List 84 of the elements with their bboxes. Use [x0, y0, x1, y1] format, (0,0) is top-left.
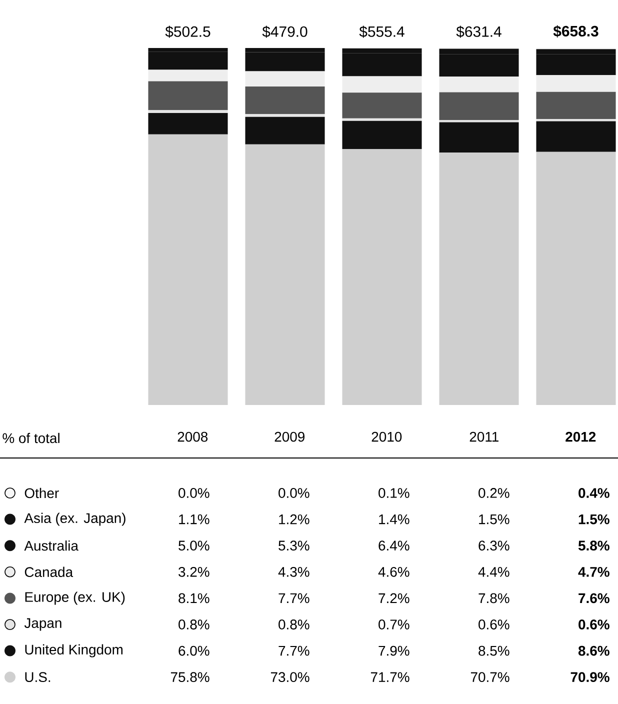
bar: [342, 120, 422, 150]
data-label: 0.6%: [578, 620, 610, 630]
bar: [245, 52, 325, 72]
data-label: 6.3%: [478, 540, 510, 551]
data-label: 4.7%: [578, 566, 610, 577]
text: $658.3: [553, 25, 598, 38]
x-tick-label: 2011: [470, 432, 498, 442]
x-tick-label: 2012: [566, 432, 596, 442]
x-tick-label: 2009: [274, 432, 304, 442]
bar: [245, 71, 325, 87]
legend-label: Canada: [24, 566, 74, 578]
bar: [536, 121, 616, 152]
bar: [439, 152, 519, 406]
data-label: 0.8%: [178, 620, 210, 630]
data-label: 5.0%: [178, 540, 210, 551]
data-label: 75.8%: [170, 672, 210, 682]
legend-label: Other: [24, 488, 59, 498]
legend-label: Asia (ex. Japan): [24, 512, 126, 526]
legend-label: Japan: [24, 618, 62, 631]
bar: [536, 75, 616, 92]
data-label: 1.1%: [179, 514, 210, 524]
bar: [342, 92, 422, 118]
data-label: 7.6%: [578, 593, 610, 604]
data-label: 70.7%: [470, 672, 510, 682]
bar: [148, 134, 228, 406]
bar: [148, 110, 228, 113]
data-label: 1.2%: [279, 514, 310, 524]
text: $502.5: [165, 26, 210, 38]
bar: [245, 86, 325, 114]
legend-label: Europe (ex. UK): [25, 592, 125, 605]
data-label: 8.5%: [478, 646, 510, 656]
bar: [536, 92, 616, 120]
data-label: 7.2%: [378, 593, 410, 604]
data-label: 0.7%: [378, 620, 410, 630]
data-label: 3.2%: [178, 566, 210, 577]
bar: [439, 76, 519, 92]
data-label: 71.7%: [370, 672, 410, 682]
data-label: 0.8%: [278, 620, 310, 630]
data-label: 0.1%: [378, 488, 410, 498]
bar: [245, 116, 325, 144]
data-label: 73.0%: [270, 672, 310, 682]
bar: [342, 149, 422, 406]
data-label: 6.4%: [378, 540, 410, 551]
data-label: 0.6%: [478, 620, 510, 630]
data-label: 4.3%: [278, 566, 310, 577]
data-label: 6.0%: [178, 646, 210, 656]
data-label: 70.9%: [570, 672, 610, 682]
data-label: 4.6%: [378, 566, 410, 577]
data-label: 0.0%: [278, 488, 310, 498]
bar: [536, 152, 616, 406]
data-label: 8.6%: [578, 646, 610, 656]
data-label: 0.4%: [578, 488, 610, 498]
bar: [245, 144, 325, 406]
bar: [148, 70, 228, 82]
text: $631.4: [456, 26, 502, 38]
legend-label: United Kingdom: [25, 644, 122, 658]
data-label: 1.4%: [379, 514, 410, 524]
data-label: 1.5%: [578, 514, 610, 524]
data-label: 0.0%: [178, 488, 210, 498]
text: $479.0: [262, 26, 308, 38]
bar: [148, 52, 228, 70]
data-label: 8.1%: [178, 593, 210, 604]
x-tick-label: 2008: [178, 432, 208, 442]
bar: [439, 92, 519, 120]
data-label: 5.8%: [578, 540, 610, 551]
data-label: 1.5%: [479, 514, 510, 524]
data-label: 5.3%: [278, 540, 310, 551]
data-label: 7.9%: [378, 646, 410, 656]
data-label: 7.7%: [278, 646, 310, 656]
bar: [342, 118, 422, 121]
bar: [148, 81, 228, 110]
bar: [245, 114, 325, 117]
data-label: 4.4%: [478, 567, 510, 577]
legend-title: % of total: [2, 432, 60, 444]
data-label: 0.2%: [478, 488, 510, 498]
data-label: 7.7%: [278, 593, 310, 604]
bar: [148, 112, 228, 134]
bar: [342, 76, 422, 93]
text: $555.4: [359, 26, 404, 38]
data-label: 7.8%: [478, 593, 510, 604]
legend-label: U.S.: [25, 672, 50, 682]
x-tick-label: 2010: [372, 432, 402, 442]
bar: [439, 122, 519, 153]
legend-label: Australia: [24, 540, 78, 551]
